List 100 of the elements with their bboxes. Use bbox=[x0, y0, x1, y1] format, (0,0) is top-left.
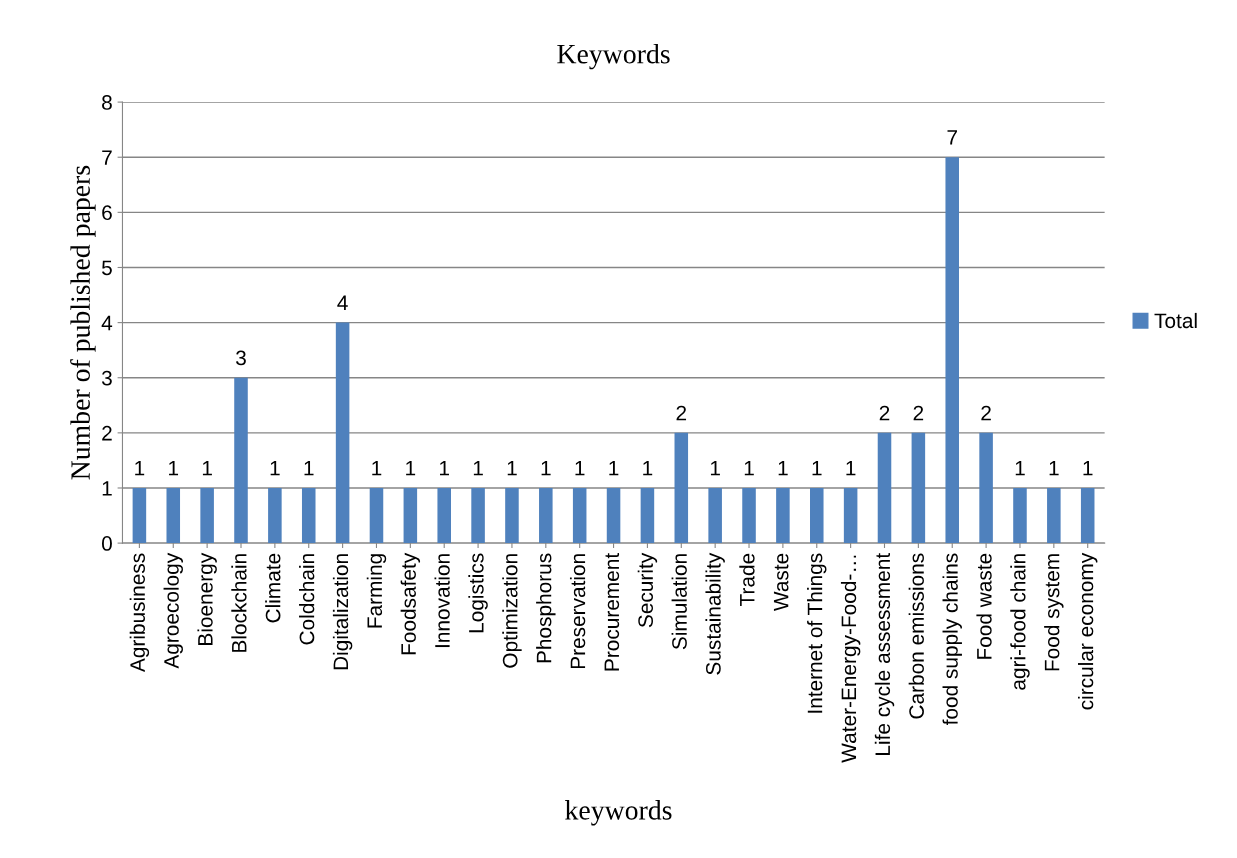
data-label: 2 bbox=[981, 405, 991, 421]
y-tick-label: 2 bbox=[102, 425, 112, 441]
data-label: 1 bbox=[202, 461, 212, 476]
y-tick-label: 7 bbox=[102, 150, 112, 165]
bar bbox=[1047, 487, 1061, 544]
bar bbox=[132, 487, 147, 544]
data-label: 1 bbox=[372, 461, 382, 476]
data-label: 1 bbox=[440, 461, 449, 476]
x-tick-label: Trade bbox=[739, 553, 755, 606]
x-tick-label: Simulation bbox=[671, 554, 687, 650]
x-tick-label: Optimization bbox=[502, 554, 522, 668]
data-label: 1 bbox=[541, 461, 551, 476]
x-tick-label: circular economy bbox=[1078, 552, 1098, 710]
bar bbox=[742, 487, 756, 544]
y-tick-label: 1 bbox=[102, 481, 112, 496]
x-axis-title: keywords bbox=[565, 800, 672, 826]
y-tick-label: 8 bbox=[102, 95, 112, 110]
bar bbox=[1013, 487, 1027, 544]
x-tick-label: Carbon emissions bbox=[908, 553, 924, 719]
bar bbox=[843, 487, 858, 544]
y-tick-label: 4 bbox=[101, 315, 113, 331]
y-tick-label: 5 bbox=[101, 260, 112, 276]
x-tick-label: Food system bbox=[1044, 554, 1064, 671]
data-label: 1 bbox=[270, 461, 280, 476]
data-label: 1 bbox=[1049, 461, 1059, 476]
data-label: 1 bbox=[643, 461, 653, 476]
data-label: 1 bbox=[744, 461, 754, 476]
bar bbox=[301, 487, 316, 544]
data-label: 1 bbox=[507, 461, 517, 476]
data-label: 1 bbox=[778, 461, 788, 476]
x-tick-label: Coldchain bbox=[299, 554, 315, 645]
bar bbox=[809, 487, 824, 544]
bar bbox=[166, 487, 181, 544]
bar bbox=[708, 487, 722, 544]
bar bbox=[369, 487, 384, 544]
data-label: 1 bbox=[575, 461, 585, 476]
bar bbox=[776, 487, 790, 544]
bar bbox=[403, 487, 418, 544]
data-label: 2 bbox=[676, 405, 687, 421]
data-label: 1 bbox=[135, 461, 145, 476]
x-tick-label: Climate bbox=[265, 553, 281, 623]
data-label: 1 bbox=[304, 461, 314, 476]
bar bbox=[1080, 487, 1095, 544]
x-tick-label: Blockchain bbox=[231, 554, 247, 652]
x-tick-label: Procurement bbox=[604, 552, 620, 671]
y-axis-title: Number of published papers bbox=[70, 165, 96, 480]
y-tick-label: 0 bbox=[101, 536, 112, 551]
data-label: 2 bbox=[913, 405, 924, 421]
data-label: 1 bbox=[473, 461, 483, 476]
x-tick-label: Life cycle assessment bbox=[874, 552, 895, 755]
data-label: 1 bbox=[609, 461, 619, 476]
x-tick-label: food supply chains bbox=[942, 553, 962, 726]
x-tick-label: Water-Energy-Food-… bbox=[840, 555, 861, 763]
x-tick-label: Foodsafety bbox=[400, 552, 421, 655]
x-tick-label: Food waste bbox=[976, 553, 992, 659]
x-tick-label: Logistics bbox=[468, 553, 488, 633]
data-label: 7 bbox=[947, 130, 957, 145]
y-tick-label: 6 bbox=[102, 205, 112, 221]
bar bbox=[539, 487, 553, 544]
bar bbox=[505, 487, 519, 544]
legend-label: Total bbox=[1154, 312, 1197, 329]
bar bbox=[640, 487, 655, 544]
data-label: 1 bbox=[710, 461, 720, 476]
x-tick-label: Sustainability bbox=[705, 552, 725, 675]
chart-title: Keywords bbox=[557, 43, 670, 70]
x-tick-label: Agroecology bbox=[163, 552, 183, 669]
y-tick-label: 3 bbox=[101, 370, 112, 386]
data-label: 1 bbox=[169, 461, 179, 476]
bar bbox=[234, 377, 248, 544]
x-tick-label: agri-food chain bbox=[1010, 554, 1030, 690]
data-label: 2 bbox=[879, 405, 890, 421]
bar bbox=[979, 432, 993, 544]
bar bbox=[335, 322, 350, 544]
data-label: 1 bbox=[1015, 461, 1025, 476]
data-label: 1 bbox=[1083, 461, 1093, 476]
x-tick-label: Phosphorus bbox=[536, 553, 556, 663]
data-label: 4 bbox=[337, 295, 348, 310]
bar bbox=[877, 432, 892, 544]
x-tick-label: Bioenergy bbox=[197, 552, 217, 645]
x-tick-label: Waste bbox=[773, 553, 789, 611]
bar bbox=[606, 487, 621, 544]
bar bbox=[674, 432, 689, 544]
bar bbox=[572, 487, 587, 544]
x-tick-label: Preservation bbox=[569, 554, 586, 669]
data-label: 1 bbox=[846, 461, 856, 476]
bar bbox=[268, 487, 282, 544]
x-tick-label: Security bbox=[637, 552, 658, 628]
x-tick-label: Internet of Things bbox=[807, 553, 827, 713]
data-label: 3 bbox=[236, 350, 246, 366]
bar bbox=[437, 487, 451, 544]
data-label: 1 bbox=[406, 461, 416, 476]
bar bbox=[945, 157, 960, 544]
x-tick-label: Innovation bbox=[434, 554, 450, 648]
bar bbox=[471, 487, 485, 544]
x-tick-label: Agribusiness bbox=[129, 553, 150, 673]
x-tick-label: Farming bbox=[366, 554, 387, 628]
bar bbox=[200, 487, 214, 544]
data-label: 1 bbox=[812, 461, 822, 476]
bar bbox=[911, 432, 926, 544]
x-tick-label: Digitalization bbox=[332, 554, 353, 670]
